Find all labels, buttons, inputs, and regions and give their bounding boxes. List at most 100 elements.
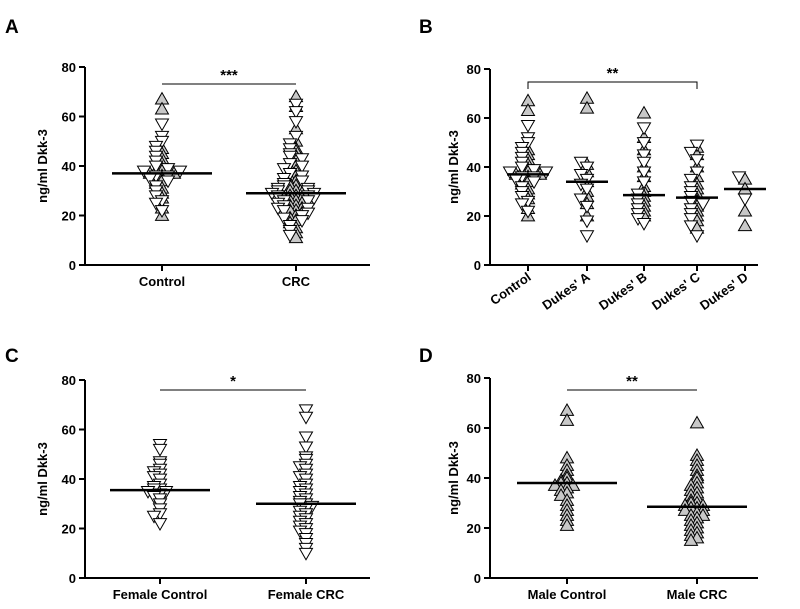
data-point-down-triangle — [538, 166, 554, 180]
data-point-down-triangle — [636, 176, 652, 190]
data-point-down-triangle — [294, 215, 310, 228]
y-axis-label: ng/ml Dkk-3 — [35, 442, 50, 516]
x-category-label: Female Control — [113, 587, 208, 602]
y-axis-label: ng/ml Dkk-3 — [446, 130, 461, 204]
data-point-down-triangle — [160, 163, 176, 176]
data-point-down-triangle — [148, 197, 164, 211]
data-point-down-triangle — [514, 198, 530, 212]
panel-letter: B — [419, 17, 433, 38]
data-point-down-triangle — [683, 220, 699, 234]
data-point-down-triangle — [731, 171, 747, 185]
data-point-down-triangle — [298, 547, 314, 561]
data-point-up-triangle — [154, 101, 170, 115]
data-point-down-triangle — [636, 156, 652, 170]
data-point-down-triangle — [294, 153, 310, 167]
data-point-up-triangle — [559, 517, 575, 531]
data-point-down-triangle — [514, 161, 530, 175]
data-point-down-triangle — [737, 193, 753, 207]
x-category-label: Female CRC — [268, 587, 345, 602]
x-category-label: Control — [139, 274, 185, 289]
data-point-down-triangle — [636, 122, 652, 136]
y-tick-label: 20 — [62, 522, 76, 537]
data-point-down-triangle — [298, 404, 314, 418]
data-point-up-triangle — [636, 105, 652, 119]
data-point-down-triangle — [152, 443, 168, 457]
y-tick-label: 40 — [467, 160, 481, 175]
data-point-up-triangle — [737, 203, 753, 217]
y-tick-label: 0 — [69, 258, 76, 273]
data-point-up-triangle — [689, 415, 705, 429]
panel-a: A 0 20 40 60 80 ng/ml Dkk-3 Control CRC *** — [5, 17, 370, 289]
x-category-label: Dukes' A — [539, 269, 593, 313]
data-point-down-triangle — [636, 137, 652, 151]
y-axis-label: ng/ml Dkk-3 — [446, 441, 461, 515]
data-point-down-triangle — [298, 431, 314, 445]
data-point-down-triangle — [683, 146, 699, 160]
data-point-down-triangle — [172, 165, 188, 179]
data-point-down-triangle — [573, 193, 589, 207]
panel-letter: D — [419, 346, 433, 367]
panel-c: C 0 20 40 60 80 ng/ml Dkk-3 Female Control Femal… — [5, 346, 370, 602]
data-point-up-triangle — [520, 103, 536, 117]
data-point-down-triangle — [298, 441, 314, 455]
x-category-label: Dukes' B — [596, 269, 650, 313]
data-point-down-triangle — [294, 160, 310, 174]
data-point-down-triangle — [520, 119, 536, 133]
data-point-down-triangle — [502, 166, 518, 180]
x-category-label: Male Control — [528, 587, 607, 602]
y-tick-label: 60 — [467, 421, 481, 436]
data-point-up-triangle — [737, 218, 753, 232]
data-point-down-triangle — [160, 175, 176, 189]
x-category-label: CRC — [282, 274, 311, 289]
data-point-down-triangle — [288, 106, 304, 120]
data-point-up-triangle — [677, 502, 693, 516]
data-point-down-triangle — [298, 411, 314, 425]
data-point-down-triangle — [276, 212, 292, 226]
data-point-down-triangle — [689, 230, 705, 244]
y-tick-label: 60 — [467, 111, 481, 126]
panel-letter: A — [5, 17, 19, 38]
data-point-down-triangle — [282, 229, 298, 243]
data-point-down-triangle — [294, 175, 310, 189]
y-tick-label: 0 — [474, 571, 481, 586]
x-category-label: Dukes' D — [697, 269, 751, 313]
data-point-down-triangle — [579, 230, 595, 244]
data-point-down-triangle — [579, 183, 595, 197]
data-point-down-triangle — [276, 205, 292, 219]
significance-label: ** — [626, 373, 638, 390]
data-point-down-triangle — [636, 166, 652, 180]
significance-bracket — [527, 81, 698, 89]
y-tick-label: 20 — [467, 209, 481, 224]
data-point-down-triangle — [154, 205, 170, 219]
significance-label: * — [230, 373, 236, 390]
data-point-down-triangle — [148, 160, 164, 174]
significance-label: *** — [220, 67, 238, 84]
y-tick-label: 80 — [467, 62, 481, 77]
y-tick-label: 60 — [62, 110, 76, 125]
y-tick-label: 80 — [62, 373, 76, 388]
x-category-label: Male CRC — [667, 587, 728, 602]
data-point-down-triangle — [152, 518, 168, 532]
data-point-down-triangle — [689, 154, 705, 168]
data-point-down-triangle — [636, 217, 652, 231]
data-point-down-triangle — [579, 215, 595, 229]
data-point-up-triangle — [547, 477, 563, 491]
data-point-down-triangle — [526, 176, 542, 190]
x-category-label: Control — [487, 269, 533, 308]
data-point-down-triangle — [689, 166, 705, 180]
y-tick-label: 40 — [62, 159, 76, 174]
data-point-down-triangle — [520, 205, 536, 219]
data-point-down-triangle — [146, 510, 162, 524]
x-category-label: Dukes' C — [649, 269, 703, 313]
data-point-down-triangle — [288, 130, 304, 144]
y-tick-label: 0 — [69, 571, 76, 586]
data-point-down-triangle — [636, 149, 652, 163]
panel-letter: C — [5, 346, 19, 367]
data-point-down-triangle — [282, 150, 298, 164]
data-point-up-triangle — [553, 487, 569, 501]
data-point-down-triangle — [136, 165, 152, 179]
data-point-down-triangle — [288, 116, 304, 129]
data-point-up-triangle — [683, 532, 699, 546]
